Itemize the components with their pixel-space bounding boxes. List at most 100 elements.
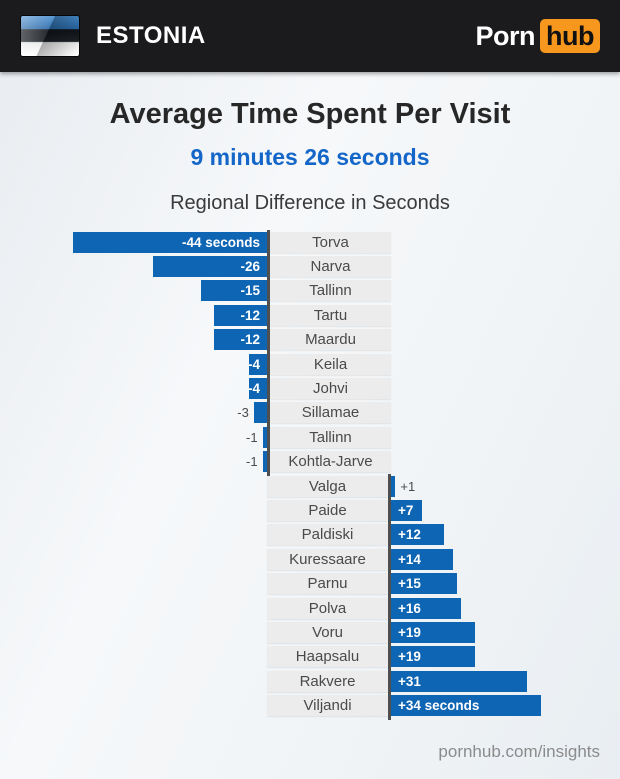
city-label-zone: Valga bbox=[267, 475, 391, 497]
positive-bar-zone: +15 bbox=[391, 573, 620, 595]
city-label: Voru bbox=[267, 621, 388, 643]
city-label-zone: Viljandi bbox=[267, 695, 391, 717]
chart-row: -1 Tallinn bbox=[0, 425, 620, 449]
value-bar: +14 bbox=[391, 548, 453, 570]
positive-bar-zone: +1 bbox=[391, 475, 620, 497]
city-label: Narva bbox=[270, 256, 391, 278]
negative-bar-zone: -12 bbox=[0, 304, 267, 326]
bar-value-label: -12 bbox=[240, 307, 260, 323]
positive-bar-zone: +7 bbox=[391, 499, 620, 521]
value-bar bbox=[262, 451, 267, 473]
chart-row: -15 Tallinn bbox=[0, 279, 620, 303]
negative-bar-zone: -26 bbox=[0, 256, 267, 278]
bar-value-label: -26 bbox=[240, 259, 260, 275]
footer: pornhub.com/insights bbox=[0, 742, 620, 762]
value-bar: -4 bbox=[247, 378, 267, 400]
city-label-zone: Kohtla-Jarve bbox=[267, 451, 391, 473]
negative-bar-zone: -4 bbox=[0, 378, 267, 400]
value-bar: -44 seconds bbox=[73, 231, 267, 253]
logo-text-hub: hub bbox=[540, 19, 600, 53]
negative-bar-zone: -1 bbox=[0, 426, 267, 448]
bar-value-label: +15 bbox=[398, 576, 421, 592]
chart-row: Polva +16 bbox=[0, 596, 620, 620]
city-label: Valga bbox=[267, 475, 388, 497]
estonia-flag-icon bbox=[20, 15, 80, 57]
value-bar bbox=[262, 426, 267, 448]
city-label: Tallinn bbox=[270, 280, 391, 302]
city-label: Keila bbox=[270, 353, 391, 375]
value-bar: -4 bbox=[247, 353, 267, 375]
bar-value-label: -3 bbox=[237, 405, 249, 421]
positive-bar-zone: +19 bbox=[391, 621, 620, 643]
chart-row: Paldiski +12 bbox=[0, 523, 620, 547]
chart-row: Valga +1 bbox=[0, 474, 620, 498]
insights-link[interactable]: pornhub.com/insights bbox=[438, 742, 600, 761]
value-bar bbox=[391, 475, 396, 497]
chart-row: -4 Johvi bbox=[0, 376, 620, 400]
chart-row: Paide +7 bbox=[0, 498, 620, 522]
value-bar: -12 bbox=[214, 329, 267, 351]
bar-value-label: -44 seconds bbox=[181, 234, 260, 250]
bar-value-label: -12 bbox=[240, 332, 260, 348]
value-bar: +31 bbox=[391, 670, 528, 692]
city-label-zone: Kuressaare bbox=[267, 548, 391, 570]
bar-value-label: -4 bbox=[247, 381, 260, 397]
negative-axis-line bbox=[267, 230, 270, 476]
average-time-value: 9 minutes 26 seconds bbox=[190, 144, 430, 170]
bar-value-label: +14 bbox=[398, 551, 421, 567]
chart-row: Haapsalu +19 bbox=[0, 645, 620, 669]
chart-row: -4 Keila bbox=[0, 352, 620, 376]
value-bar bbox=[253, 402, 267, 424]
chart-row: Voru +19 bbox=[0, 620, 620, 644]
chart-row: Kuressaare +14 bbox=[0, 547, 620, 571]
city-label: Sillamae bbox=[270, 402, 391, 424]
value-bar: +16 bbox=[391, 597, 462, 619]
city-label-zone: Polva bbox=[267, 597, 391, 619]
city-label: Kuressaare bbox=[267, 548, 388, 570]
bar-value-label: -4 bbox=[247, 356, 260, 372]
page-title: Average Time Spent Per Visit bbox=[109, 98, 511, 130]
city-label-zone: Maardu bbox=[267, 329, 391, 351]
city-label: Paide bbox=[267, 499, 388, 521]
city-label: Tallinn bbox=[270, 426, 391, 448]
positive-bar-zone: +14 bbox=[391, 548, 620, 570]
value-bar: +19 bbox=[391, 646, 475, 668]
city-label-zone: Tallinn bbox=[267, 426, 391, 448]
chart-row: Rakvere +31 bbox=[0, 669, 620, 693]
bar-value-label: +19 bbox=[398, 624, 421, 640]
negative-bar-zone: -12 bbox=[0, 329, 267, 351]
city-label-zone: Voru bbox=[267, 621, 391, 643]
chart-row: -26 Narva bbox=[0, 254, 620, 278]
negative-bar-zone: -44 seconds bbox=[0, 231, 267, 253]
city-label-zone: Parnu bbox=[267, 573, 391, 595]
city-label-zone: Tallinn bbox=[267, 280, 391, 302]
city-label: Johvi bbox=[270, 378, 391, 400]
pornhub-logo: Porn hub bbox=[475, 19, 600, 53]
bar-value-label: +31 bbox=[398, 673, 421, 689]
bar-value-label: +12 bbox=[398, 527, 421, 543]
city-label-zone: Narva bbox=[267, 256, 391, 278]
chart-row: -3 Sillamae bbox=[0, 401, 620, 425]
country-title: ESTONIA bbox=[96, 22, 206, 49]
bar-value-label: -15 bbox=[240, 283, 260, 299]
city-label: Rakvere bbox=[267, 670, 388, 692]
city-label-zone: Torva bbox=[267, 231, 391, 253]
regional-difference-chart: -44 seconds Torva -26 Narva -15 Tallinn -12 Tar… bbox=[0, 230, 620, 720]
value-bar: +12 bbox=[391, 524, 444, 546]
chart-row: Viljandi +34 seconds bbox=[0, 693, 620, 717]
value-bar: -12 bbox=[214, 304, 267, 326]
city-label: Tartu bbox=[270, 304, 391, 326]
chart-row: -44 seconds Torva bbox=[0, 230, 620, 254]
bar-value-label: +1 bbox=[400, 478, 416, 494]
positive-bar-zone: +34 seconds bbox=[391, 695, 620, 717]
city-label: Paldiski bbox=[267, 524, 388, 546]
value-bar: +19 bbox=[391, 621, 475, 643]
city-label-zone: Tartu bbox=[267, 304, 391, 326]
header-bar: ESTONIA Porn hub bbox=[0, 0, 620, 72]
logo-text-porn: Porn bbox=[475, 20, 536, 51]
city-label-zone: Haapsalu bbox=[267, 646, 391, 668]
bar-value-label: +34 seconds bbox=[398, 698, 480, 714]
city-label-zone: Rakvere bbox=[267, 670, 391, 692]
negative-bar-zone: -15 bbox=[0, 280, 267, 302]
positive-bar-zone: +19 bbox=[391, 646, 620, 668]
